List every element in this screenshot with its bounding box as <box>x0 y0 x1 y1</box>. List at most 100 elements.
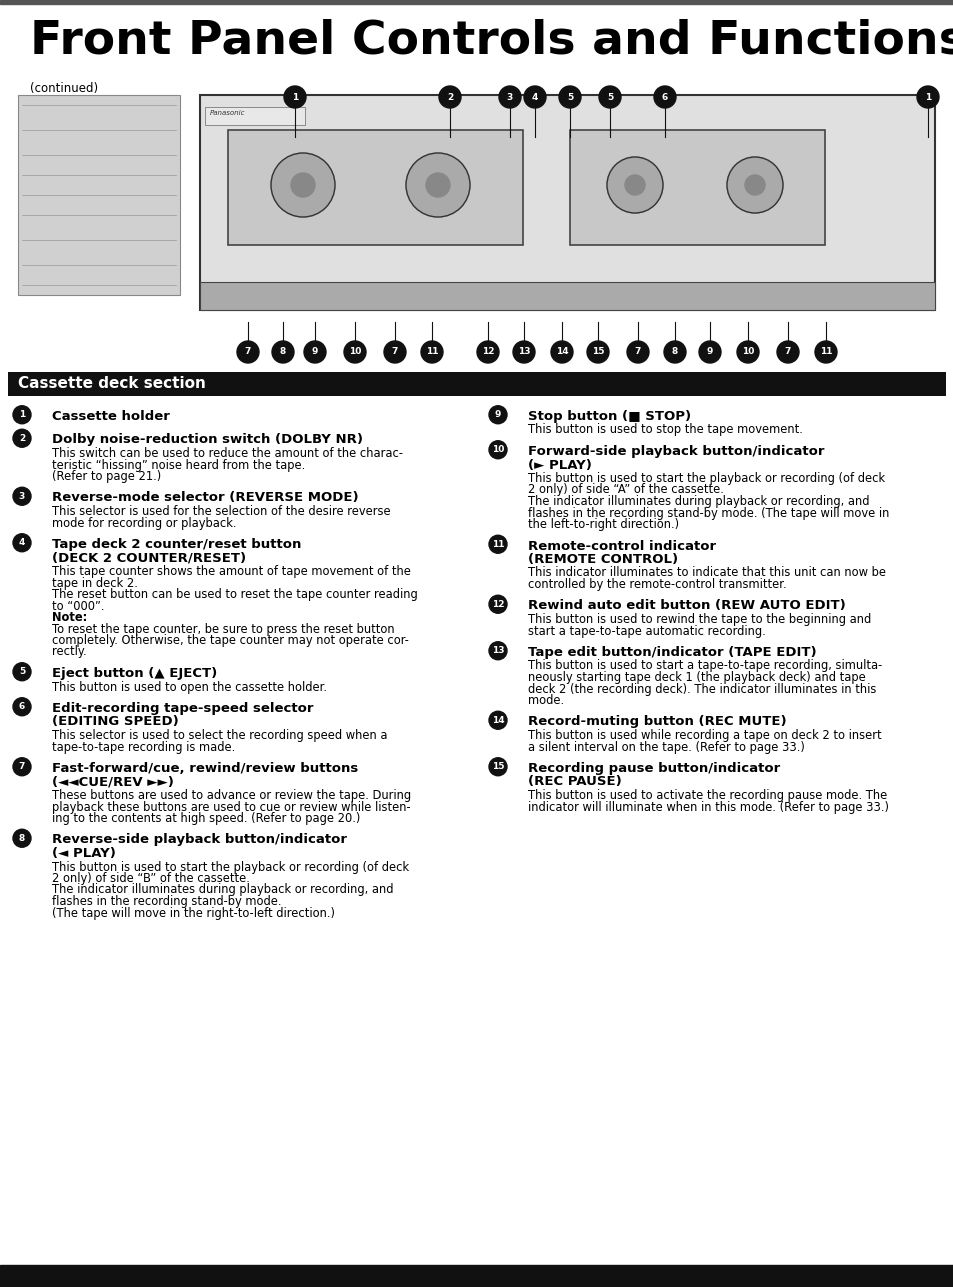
Text: The reset button can be used to reset the tape counter reading: The reset button can be used to reset th… <box>52 588 417 601</box>
Text: ing to the contents at high speed. (Refer to page 20.): ing to the contents at high speed. (Refe… <box>52 812 360 825</box>
Text: Stop button (■ STOP): Stop button (■ STOP) <box>527 411 690 423</box>
Circle shape <box>489 440 506 458</box>
Text: Fast-forward/cue, rewind/review buttons: Fast-forward/cue, rewind/review buttons <box>52 762 358 775</box>
Text: deck 2 (the recording deck). The indicator illuminates in this: deck 2 (the recording deck). The indicat… <box>527 682 876 695</box>
Circle shape <box>663 341 685 363</box>
Text: Panasonic: Panasonic <box>210 109 245 116</box>
Text: 8: 8 <box>19 834 25 843</box>
Text: Reverse-mode selector (REVERSE MODE): Reverse-mode selector (REVERSE MODE) <box>52 492 358 505</box>
Circle shape <box>776 341 799 363</box>
Bar <box>8 372 945 396</box>
Text: This selector is used for the selection of the desire reverse: This selector is used for the selection … <box>52 505 390 517</box>
Text: Tape deck 2 counter/reset button: Tape deck 2 counter/reset button <box>52 538 301 551</box>
Circle shape <box>814 341 836 363</box>
Text: 2: 2 <box>446 93 453 102</box>
Text: completely. Otherwise, the tape counter may not operate cor-: completely. Otherwise, the tape counter … <box>52 634 409 647</box>
Text: 4: 4 <box>19 538 25 547</box>
Text: To reset the tape counter, be sure to press the reset button: To reset the tape counter, be sure to pr… <box>52 623 395 636</box>
Circle shape <box>744 175 764 196</box>
Text: Edit-recording tape-speed selector: Edit-recording tape-speed selector <box>52 701 314 716</box>
Text: 7: 7 <box>245 347 251 356</box>
Text: a silent interval on the tape. (Refer to page 33.): a silent interval on the tape. (Refer to… <box>527 740 804 753</box>
Text: mode for recording or playback.: mode for recording or playback. <box>52 516 236 529</box>
Text: Dolby noise-reduction switch (DOLBY NR): Dolby noise-reduction switch (DOLBY NR) <box>52 434 363 447</box>
Circle shape <box>13 829 30 847</box>
Text: This button is used to stop the tape movement.: This button is used to stop the tape mov… <box>527 423 802 436</box>
Text: flashes in the recording stand-by mode.: flashes in the recording stand-by mode. <box>52 894 281 909</box>
Text: This button is used to start a tape-to-tape recording, simulta-: This button is used to start a tape-to-t… <box>527 659 882 673</box>
Text: – 12–: – 12– <box>460 1268 493 1281</box>
Text: (Refer to page 21.): (Refer to page 21.) <box>52 470 161 483</box>
Circle shape <box>13 488 30 506</box>
Circle shape <box>384 341 406 363</box>
Text: This button is used to open the cassette holder.: This button is used to open the cassette… <box>52 681 327 694</box>
Circle shape <box>344 341 366 363</box>
Text: 1: 1 <box>19 411 25 420</box>
Text: 15: 15 <box>591 347 603 356</box>
Circle shape <box>489 758 506 776</box>
Text: 5: 5 <box>566 93 573 102</box>
Circle shape <box>13 430 30 448</box>
Circle shape <box>558 86 580 108</box>
Bar <box>200 282 934 310</box>
Text: indicator will illuminate when in this mode. (Refer to page 33.): indicator will illuminate when in this m… <box>527 801 888 813</box>
Circle shape <box>551 341 573 363</box>
Text: Cassette holder: Cassette holder <box>52 411 170 423</box>
Text: 2 only) of side “B” of the cassette.: 2 only) of side “B” of the cassette. <box>52 873 250 885</box>
Text: (◄ PLAY): (◄ PLAY) <box>52 847 115 860</box>
Circle shape <box>476 341 498 363</box>
Text: playback these buttons are used to cue or review while listen-: playback these buttons are used to cue o… <box>52 801 410 813</box>
Text: tape in deck 2.: tape in deck 2. <box>52 577 138 589</box>
Text: teristic “hissing” noise heard from the tape.: teristic “hissing” noise heard from the … <box>52 458 305 471</box>
Text: This button is used to rewind the tape to the beginning and: This button is used to rewind the tape t… <box>527 613 870 625</box>
Circle shape <box>699 341 720 363</box>
Text: 11: 11 <box>425 347 437 356</box>
Circle shape <box>13 758 30 776</box>
Text: 8: 8 <box>671 347 678 356</box>
Text: This tape counter shows the amount of tape movement of the: This tape counter shows the amount of ta… <box>52 565 411 578</box>
Circle shape <box>236 341 258 363</box>
Circle shape <box>272 341 294 363</box>
Text: neously starting tape deck 1 (the playback deck) and tape: neously starting tape deck 1 (the playba… <box>527 671 864 683</box>
Bar <box>0 0 953 4</box>
Text: Eject button (▲ EJECT): Eject button (▲ EJECT) <box>52 667 217 680</box>
Text: 10: 10 <box>741 347 754 356</box>
Text: 2: 2 <box>19 434 25 443</box>
Text: 12: 12 <box>481 347 494 356</box>
Circle shape <box>489 535 506 553</box>
Text: 7: 7 <box>19 762 25 771</box>
Circle shape <box>498 86 520 108</box>
Circle shape <box>654 86 676 108</box>
Text: tape-to-tape recording is made.: tape-to-tape recording is made. <box>52 740 235 753</box>
Circle shape <box>271 153 335 218</box>
Circle shape <box>726 157 782 214</box>
Circle shape <box>513 341 535 363</box>
Circle shape <box>586 341 608 363</box>
Text: the left-to-right direction.): the left-to-right direction.) <box>527 517 679 532</box>
Bar <box>18 95 180 295</box>
Text: (EDITING SPEED): (EDITING SPEED) <box>52 716 178 728</box>
Text: 1: 1 <box>923 93 930 102</box>
Circle shape <box>624 175 644 196</box>
Text: Note:: Note: <box>52 611 87 624</box>
Circle shape <box>598 86 620 108</box>
Circle shape <box>438 86 460 108</box>
Text: This indicator illuminates to indicate that this unit can now be: This indicator illuminates to indicate t… <box>527 566 885 579</box>
Text: This button is used to activate the recording pause mode. The: This button is used to activate the reco… <box>527 789 886 802</box>
Circle shape <box>13 405 30 423</box>
Text: Remote-control indicator: Remote-control indicator <box>527 539 716 552</box>
Text: 7: 7 <box>392 347 397 356</box>
Text: (◄◄CUE/REV ►►): (◄◄CUE/REV ►►) <box>52 776 173 789</box>
Circle shape <box>426 172 450 197</box>
Circle shape <box>13 663 30 681</box>
Text: 11: 11 <box>491 539 504 548</box>
Text: This selector is used to select the recording speed when a: This selector is used to select the reco… <box>52 728 387 743</box>
Circle shape <box>916 86 938 108</box>
Circle shape <box>13 534 30 552</box>
Text: (REC PAUSE): (REC PAUSE) <box>527 776 621 789</box>
Bar <box>205 107 305 125</box>
Circle shape <box>523 86 545 108</box>
Circle shape <box>489 642 506 660</box>
Text: 15: 15 <box>491 762 504 771</box>
Text: 10: 10 <box>349 347 361 356</box>
